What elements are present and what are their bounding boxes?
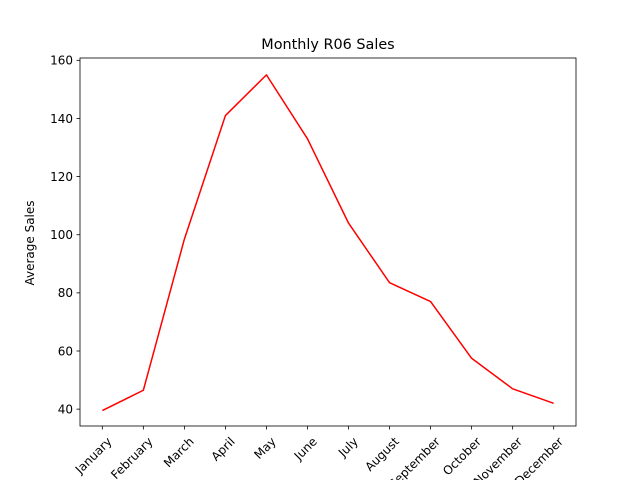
y-tick-label: 80	[58, 286, 73, 300]
y-tick-label: 40	[58, 402, 73, 416]
x-tick-label: June	[291, 434, 320, 463]
chart-title: Monthly R06 Sales	[261, 37, 394, 53]
x-tick-label: March	[161, 434, 197, 470]
x-tick-label: July	[335, 434, 361, 460]
x-tick-label: August	[362, 434, 402, 474]
y-axis-label: Average Sales	[23, 200, 37, 285]
plot-frame	[79, 57, 577, 427]
y-tick-label: 60	[58, 344, 73, 358]
x-tick-label: February	[108, 434, 156, 480]
x-tick-label: April	[208, 434, 237, 463]
y-tick-label: 140	[50, 112, 73, 126]
y-tick-label: 160	[50, 54, 73, 68]
y-tick-label: 120	[50, 170, 73, 184]
x-tick-label: May	[251, 434, 278, 461]
series-line-0	[101, 74, 554, 412]
y-tick-label: 100	[50, 228, 73, 242]
